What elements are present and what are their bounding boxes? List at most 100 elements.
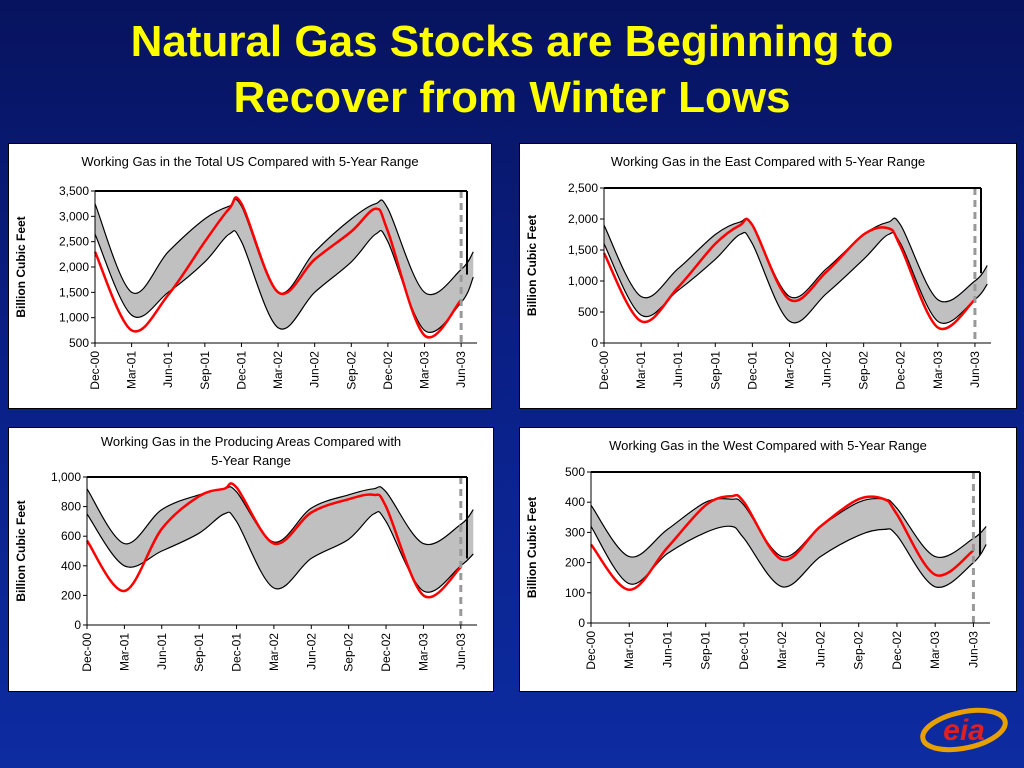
y-tick-label: 800 <box>61 500 81 514</box>
x-tick-label: Jun-02 <box>304 633 318 670</box>
y-axis-label: Billion Cubic Feet <box>14 216 28 317</box>
x-tick-label: Mar-03 <box>931 351 945 389</box>
x-tick-label: Dec-02 <box>379 633 393 672</box>
range-band-area <box>95 199 474 333</box>
y-tick-label: 1,000 <box>59 311 89 325</box>
x-tick-label: Dec-01 <box>737 631 751 670</box>
range-lower-line <box>590 525 987 588</box>
range-upper-line <box>86 486 474 546</box>
range-band-area <box>604 218 988 324</box>
title-line-1: Natural Gas Stocks are Beginning to <box>130 17 894 66</box>
range-band-area <box>591 498 987 588</box>
x-tick-label: Sep-01 <box>198 351 212 390</box>
range-upper-line <box>94 198 474 296</box>
y-tick-label: 0 <box>74 618 81 632</box>
y-axis-label: Billion Cubic Feet <box>14 500 28 601</box>
y-tick-label: 400 <box>61 559 81 573</box>
chart-title-line-1: Working Gas in the Producing Areas Compa… <box>101 434 401 449</box>
x-tick-label: Mar-02 <box>267 633 281 671</box>
chart-title-line-2: 5-Year Range <box>211 453 291 468</box>
x-tick-label: Mar-02 <box>782 351 796 389</box>
x-tick-label: Mar-03 <box>418 351 432 389</box>
y-tick-label: 3,500 <box>59 184 89 198</box>
y-tick-label: 1,500 <box>59 285 89 299</box>
y-tick-label: 500 <box>578 305 598 319</box>
x-tick-label: Mar-01 <box>622 631 636 669</box>
y-tick-label: 200 <box>565 556 585 570</box>
stocks-line <box>602 217 976 331</box>
y-tick-label: 600 <box>61 529 81 543</box>
range-upper-line <box>590 497 987 559</box>
chart-east: Working Gas in the East Compared with 5-… <box>525 154 991 390</box>
x-tick-label: Sep-01 <box>192 633 206 672</box>
chart-total-us: Working Gas in the Total US Compared wit… <box>14 154 477 390</box>
x-tick-label: Mar-01 <box>634 351 648 389</box>
x-tick-label: Sep-01 <box>708 351 722 390</box>
stocks-line <box>85 482 462 599</box>
title-line-2: Recover from Winter Lows <box>233 73 791 122</box>
x-tick-label: Dec-02 <box>381 351 395 390</box>
x-tick-label: Mar-02 <box>775 631 789 669</box>
x-tick-label: Sep-01 <box>699 631 713 670</box>
y-tick-label: 400 <box>565 495 585 509</box>
chart-panel-producing: Working Gas in the Producing Areas Compa… <box>8 427 494 692</box>
range-lower-line <box>94 229 474 333</box>
chart-west: Working Gas in the West Compared with 5-… <box>525 438 990 670</box>
y-tick-label: 300 <box>565 525 585 539</box>
y-tick-label: 1,000 <box>51 470 81 484</box>
y-tick-label: 100 <box>565 586 585 600</box>
x-tick-label: Mar-03 <box>928 631 942 669</box>
range-band-area <box>87 486 474 593</box>
x-tick-label: Dec-02 <box>894 351 908 390</box>
x-tick-label: Jun-01 <box>161 351 175 388</box>
range-upper-line <box>603 217 988 303</box>
stocks-line <box>93 196 463 339</box>
x-tick-label: Jun-01 <box>155 633 169 670</box>
chart-panel-east: Working Gas in the East Compared with 5-… <box>519 143 1017 409</box>
x-tick-label: Jun-01 <box>660 631 674 668</box>
chart-title: Working Gas in the East Compared with 5-… <box>611 154 925 169</box>
x-tick-label: Jun-03 <box>968 351 982 388</box>
x-tick-label: Jun-02 <box>820 351 834 388</box>
y-tick-label: 2,000 <box>568 212 598 226</box>
y-tick-label: 2,500 <box>59 235 89 249</box>
y-tick-label: 3,000 <box>59 209 89 223</box>
chart-producing-areas: Working Gas in the Producing Areas Compa… <box>14 434 477 672</box>
x-tick-label: Dec-00 <box>80 633 94 672</box>
x-tick-label: Jun-02 <box>813 631 827 668</box>
y-tick-label: 1,500 <box>568 243 598 257</box>
y-tick-label: 200 <box>61 588 81 602</box>
y-axis-label: Billion Cubic Feet <box>525 497 539 598</box>
x-tick-label: Dec-01 <box>234 351 248 390</box>
y-axis-label: Billion Cubic Feet <box>525 215 539 316</box>
x-tick-label: Jun-03 <box>966 631 980 668</box>
chart-panel-west: Working Gas in the West Compared with 5-… <box>519 427 1017 692</box>
y-tick-label: 2,000 <box>59 260 89 274</box>
x-tick-label: Mar-02 <box>271 351 285 389</box>
x-tick-label: Mar-03 <box>416 633 430 671</box>
range-lower-line <box>603 231 988 324</box>
x-tick-label: Mar-01 <box>125 351 139 389</box>
x-tick-label: Dec-00 <box>584 631 598 670</box>
x-tick-label: Jun-03 <box>454 351 468 388</box>
slide-title: Natural Gas Stocks are Beginning to Reco… <box>0 14 1024 126</box>
x-tick-label: Dec-00 <box>597 351 611 390</box>
chart-title: Working Gas in the West Compared with 5-… <box>609 438 927 453</box>
y-tick-label: 0 <box>591 336 598 350</box>
x-tick-label: Sep-02 <box>852 631 866 670</box>
chart-title: Working Gas in the Total US Compared wit… <box>81 154 418 169</box>
stocks-line <box>590 493 975 592</box>
y-tick-label: 1,000 <box>568 274 598 288</box>
logo-text: eia <box>943 714 985 747</box>
x-tick-label: Sep-02 <box>857 351 871 390</box>
x-tick-label: Sep-02 <box>342 633 356 672</box>
x-tick-label: Dec-01 <box>230 633 244 672</box>
x-tick-label: Mar-01 <box>117 633 131 671</box>
x-tick-label: Jun-02 <box>308 351 322 388</box>
y-tick-label: 500 <box>69 336 89 350</box>
x-tick-label: Jun-03 <box>454 633 468 670</box>
x-tick-label: Jun-01 <box>671 351 685 388</box>
y-tick-label: 2,500 <box>568 181 598 195</box>
eia-logo: eia <box>920 707 1008 753</box>
y-tick-label: 0 <box>578 616 585 630</box>
